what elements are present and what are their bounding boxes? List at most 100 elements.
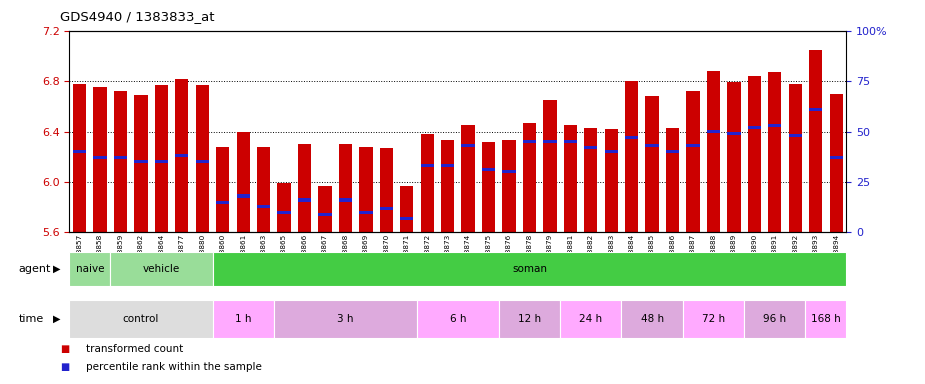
Bar xyxy=(666,150,679,153)
Bar xyxy=(237,194,250,198)
Bar xyxy=(93,88,106,232)
Bar xyxy=(175,79,189,232)
Bar xyxy=(585,128,598,232)
Text: time: time xyxy=(18,314,43,324)
Text: 6 h: 6 h xyxy=(450,314,466,324)
Text: ▶: ▶ xyxy=(53,314,60,324)
Bar xyxy=(69,252,110,286)
Text: soman: soman xyxy=(512,264,547,274)
Bar xyxy=(686,144,699,147)
Bar xyxy=(768,72,782,232)
Bar xyxy=(666,128,679,232)
Bar xyxy=(441,140,454,232)
Text: control: control xyxy=(123,314,159,324)
Bar xyxy=(502,170,515,174)
Bar xyxy=(789,134,802,137)
Bar xyxy=(543,140,557,143)
Text: 12 h: 12 h xyxy=(518,314,541,324)
Text: ■: ■ xyxy=(60,344,69,354)
Bar xyxy=(625,81,638,232)
Bar xyxy=(646,144,659,147)
Bar xyxy=(298,144,311,232)
Bar xyxy=(707,71,720,232)
Bar xyxy=(110,252,213,286)
Bar xyxy=(625,136,638,139)
Bar xyxy=(585,146,598,149)
Text: 24 h: 24 h xyxy=(579,314,602,324)
Bar xyxy=(114,156,127,159)
Bar xyxy=(683,300,744,338)
Text: GDS4940 / 1383833_at: GDS4940 / 1383833_at xyxy=(60,10,215,23)
Bar xyxy=(421,134,434,232)
Bar xyxy=(809,108,822,111)
Bar xyxy=(379,148,393,232)
Bar xyxy=(605,150,618,153)
Bar xyxy=(646,96,659,232)
Bar xyxy=(744,300,806,338)
Bar xyxy=(154,85,168,232)
Bar xyxy=(707,130,720,133)
Bar xyxy=(499,300,561,338)
Bar xyxy=(339,144,352,232)
Bar xyxy=(359,210,373,214)
Bar xyxy=(257,147,270,232)
Bar xyxy=(195,85,209,232)
Bar xyxy=(379,207,393,210)
Text: 168 h: 168 h xyxy=(811,314,841,324)
Text: ■: ■ xyxy=(60,362,69,372)
Bar xyxy=(563,140,577,143)
Text: 96 h: 96 h xyxy=(763,314,786,324)
Bar xyxy=(421,164,434,167)
Text: percentile rank within the sample: percentile rank within the sample xyxy=(86,362,262,372)
Bar xyxy=(830,156,843,159)
Bar xyxy=(462,125,475,232)
Bar xyxy=(134,160,148,163)
Text: ▶: ▶ xyxy=(53,264,60,274)
Bar xyxy=(482,142,495,232)
Bar xyxy=(73,84,86,232)
Bar xyxy=(809,50,822,232)
Bar xyxy=(563,125,577,232)
Bar xyxy=(69,300,213,338)
Bar xyxy=(278,210,290,214)
Bar xyxy=(359,147,373,232)
Bar xyxy=(727,132,741,135)
Bar xyxy=(93,156,106,159)
Bar xyxy=(274,300,417,338)
Text: 72 h: 72 h xyxy=(702,314,725,324)
Bar xyxy=(523,123,536,232)
Bar xyxy=(747,126,761,129)
Bar xyxy=(401,217,413,220)
Text: agent: agent xyxy=(18,264,51,274)
Bar xyxy=(686,91,699,232)
Bar xyxy=(605,129,618,232)
Bar xyxy=(462,144,475,147)
Bar xyxy=(213,252,846,286)
Bar xyxy=(806,300,846,338)
Bar xyxy=(401,186,413,232)
Bar xyxy=(561,300,622,338)
Bar xyxy=(543,100,557,232)
Bar xyxy=(298,199,311,202)
Bar xyxy=(175,154,189,157)
Text: naive: naive xyxy=(76,264,105,274)
Bar xyxy=(237,131,250,232)
Bar xyxy=(417,300,499,338)
Bar xyxy=(154,160,168,163)
Bar xyxy=(441,164,454,167)
Text: transformed count: transformed count xyxy=(86,344,183,354)
Bar xyxy=(830,94,843,232)
Bar xyxy=(523,140,536,143)
Bar xyxy=(216,200,229,204)
Text: 1 h: 1 h xyxy=(235,314,252,324)
Text: 3 h: 3 h xyxy=(338,314,353,324)
Bar xyxy=(502,140,515,232)
Bar xyxy=(216,147,229,232)
Bar xyxy=(747,76,761,232)
Text: vehicle: vehicle xyxy=(142,264,180,274)
Bar xyxy=(622,300,683,338)
Bar xyxy=(768,124,782,127)
Bar xyxy=(114,91,127,232)
Bar xyxy=(339,199,352,202)
Bar xyxy=(73,150,86,153)
